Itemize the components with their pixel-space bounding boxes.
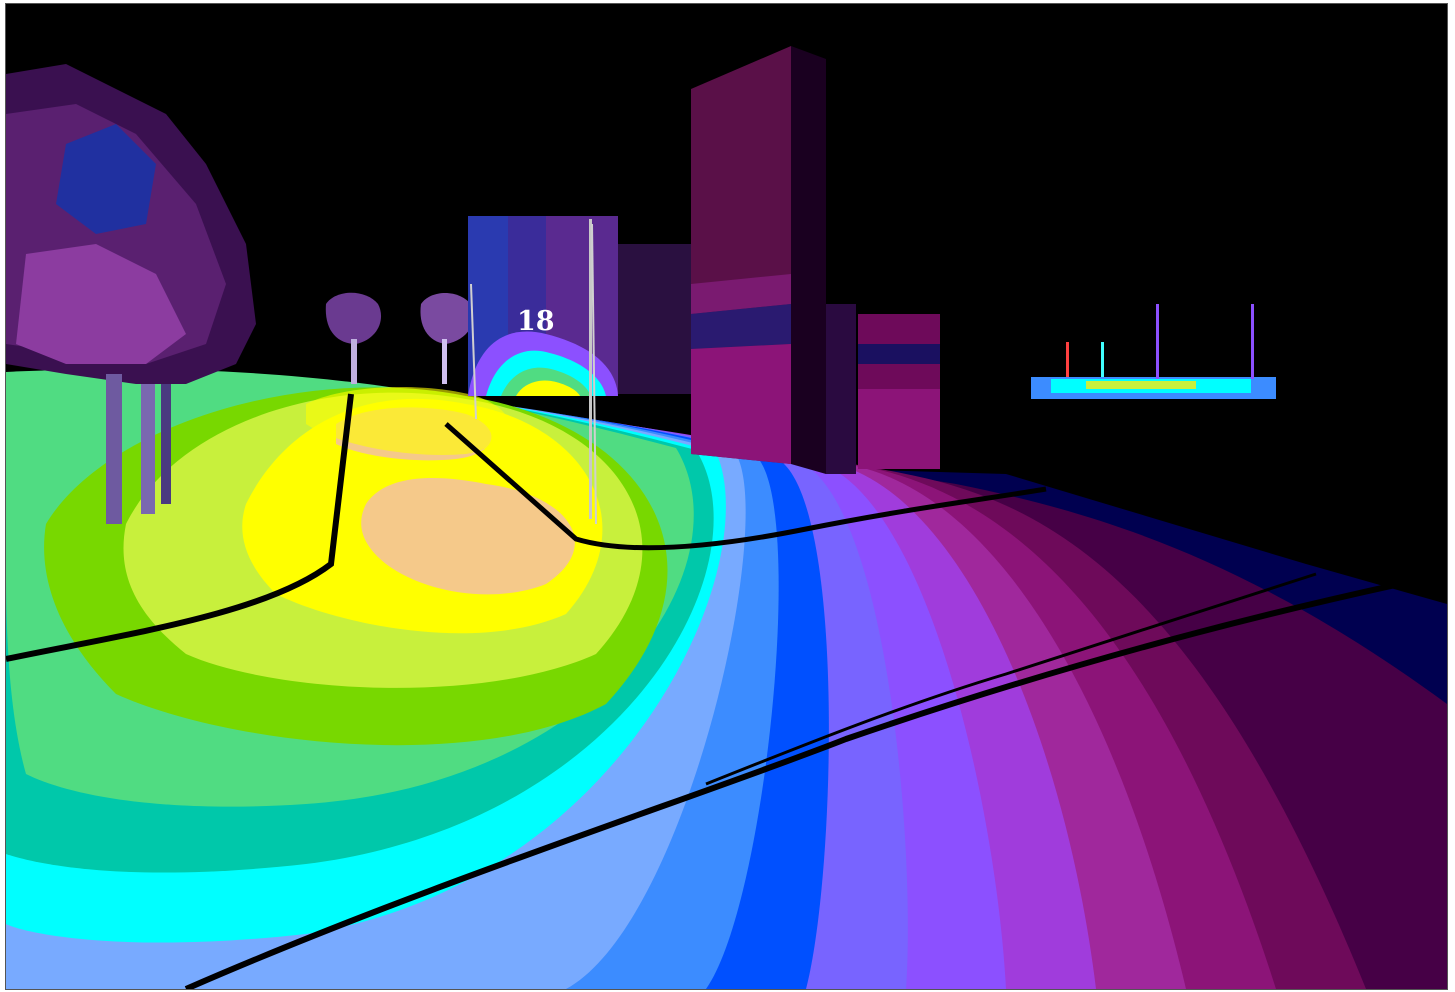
left-trees <box>6 64 474 524</box>
right-tall-building <box>691 46 940 474</box>
render-viewport[interactable]: 18 <box>5 3 1448 990</box>
far-right-ground-strip <box>1031 304 1276 399</box>
curb-lines <box>6 393 1447 989</box>
lighting-contour-scene <box>6 4 1447 989</box>
luminaire-number-label: 18 <box>517 306 555 337</box>
contour-band-peak <box>361 478 575 595</box>
light-poles <box>470 223 597 525</box>
ground-contours <box>6 369 1447 989</box>
